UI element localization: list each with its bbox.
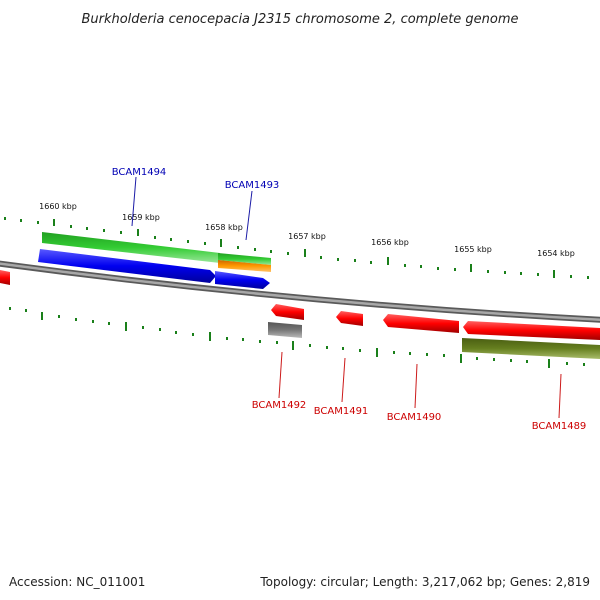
gene-label-bcam1491[interactable]: BCAM1491 — [314, 406, 369, 417]
forward-gene-bar-2[interactable] — [218, 253, 271, 265]
gene-label-bcam1494[interactable]: BCAM1494 — [112, 167, 167, 178]
forward-cds-track — [38, 249, 270, 289]
tick-labels: 1660 kbp 1659 kbp 1658 kbp 1657 kbp 1656… — [39, 202, 575, 258]
reverse-cds-track — [271, 304, 600, 340]
tick-label-1659: 1659 kbp — [122, 213, 160, 222]
reverse-gene-bar[interactable] — [462, 338, 600, 359]
gene-label-bcam1489[interactable]: BCAM1489 — [532, 421, 587, 432]
map-title: Burkholderia cenocepacia J2315 chromosom… — [81, 12, 518, 27]
leader-line-bcam1489 — [558, 373, 562, 419]
outer-tick-ring — [4, 217, 589, 279]
forward-gene-bar[interactable] — [42, 232, 220, 263]
cds-bcam1492[interactable] — [271, 304, 304, 320]
forward-gene-track — [42, 232, 271, 272]
leader-line-bcam1493 — [245, 190, 253, 241]
leader-line-bcam1492 — [278, 351, 283, 399]
tick-label-1655: 1655 kbp — [454, 245, 492, 254]
leader-line-bcam1494 — [131, 176, 137, 227]
cds-bcam1490[interactable] — [383, 314, 459, 333]
forward-gene-labels: BCAM1494 BCAM1493 — [112, 167, 280, 241]
accession-text: Accession: NC_011001 — [9, 575, 145, 589]
cds-bcam1489[interactable] — [463, 321, 600, 340]
cds-edge-fragment[interactable] — [0, 270, 10, 285]
tick-label-1657: 1657 kbp — [288, 232, 326, 241]
cds-bcam1491[interactable] — [336, 311, 363, 326]
pseudo-gene-bar[interactable] — [268, 322, 302, 338]
tick-label-1654: 1654 kbp — [537, 249, 575, 258]
gene-label-bcam1492[interactable]: BCAM1492 — [252, 400, 307, 411]
gene-label-bcam1493[interactable]: BCAM1493 — [225, 180, 280, 191]
tick-label-1656: 1656 kbp — [371, 238, 409, 247]
leader-line-bcam1490 — [414, 363, 418, 409]
genome-summary-text: Topology: circular; Length: 3,217,062 bp… — [259, 575, 590, 589]
reverse-gene-labels: BCAM1492 BCAM1491 BCAM1490 BCAM1489 — [252, 351, 587, 432]
genome-backbone — [0, 262, 600, 321]
cds-bcam1493[interactable] — [215, 271, 270, 289]
leader-line-bcam1491 — [341, 357, 346, 403]
cds-bcam1494[interactable] — [38, 249, 216, 283]
misc-feature-bar[interactable] — [218, 260, 271, 272]
tick-label-1660: 1660 kbp — [39, 202, 77, 211]
inner-tick-ring — [9, 307, 585, 368]
tick-label-1658: 1658 kbp — [205, 223, 243, 232]
gene-label-bcam1490[interactable]: BCAM1490 — [387, 412, 442, 423]
reverse-gene-track — [268, 322, 600, 359]
